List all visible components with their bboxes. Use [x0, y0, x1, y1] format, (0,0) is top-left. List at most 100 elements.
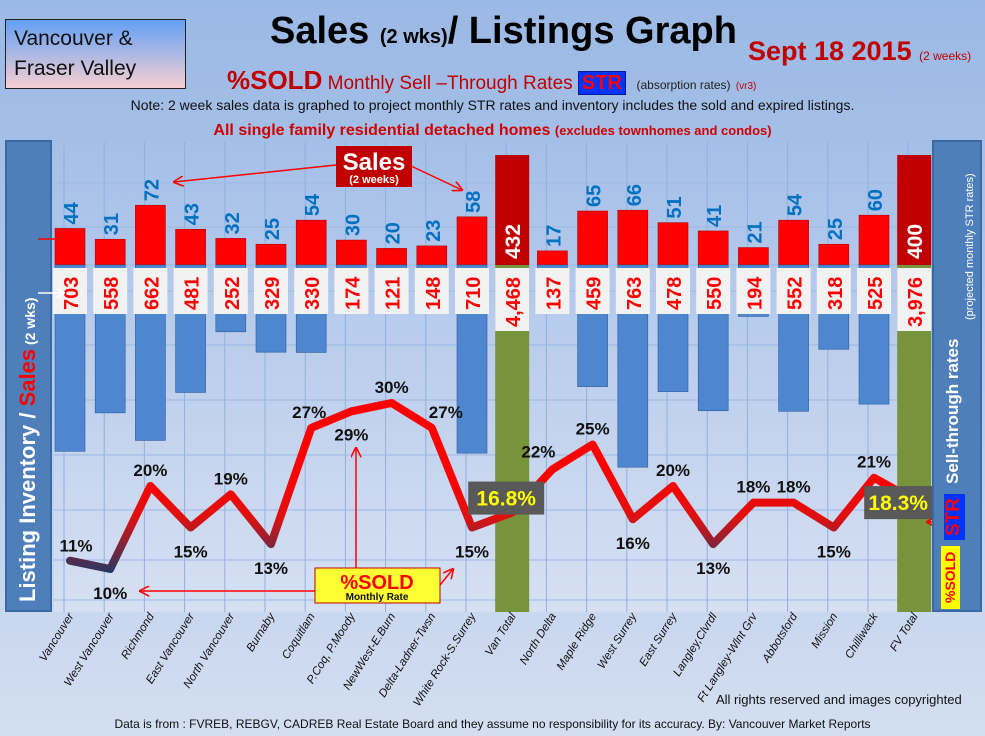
- sales-bar: [456, 216, 488, 266]
- str-line-path: [66, 399, 919, 573]
- inventory-label-box: [334, 268, 369, 314]
- sales-label: 25: [262, 218, 284, 240]
- str-total-label: 18.3%: [868, 492, 928, 515]
- str-label: 13%: [254, 559, 288, 578]
- inventory-label-box: [173, 268, 208, 314]
- sales-bar-total: [495, 155, 530, 265]
- inventory-label-box: [133, 268, 168, 314]
- subtitle: %SOLD Monthly Sell –Through Rates STR (a…: [227, 66, 756, 95]
- str-label: 29%: [334, 425, 368, 444]
- subtitle-str: STR: [577, 71, 626, 95]
- sales-annotation-sub: (2 weeks): [349, 174, 399, 186]
- sold-annotation-box: [314, 567, 441, 604]
- date-note: (2 weeks): [919, 49, 972, 63]
- sales-label: 51: [664, 196, 686, 218]
- x-axis-label: Mission: [810, 611, 841, 650]
- sales-label: 65: [584, 185, 606, 207]
- inventory-label-box: [414, 268, 449, 314]
- sales-label: 23: [423, 220, 445, 242]
- title-small: (2 wks): [379, 26, 448, 48]
- sold-arrow-right: [439, 569, 453, 586]
- sales-label: 25: [825, 218, 847, 240]
- right-axis-note: (projected monthly STR rates): [964, 173, 976, 320]
- inventory-label: 318: [825, 277, 847, 310]
- sales-annotation-title: Sales: [343, 149, 406, 176]
- sales-label: 72: [141, 179, 163, 201]
- sales-bar-total: [897, 155, 932, 265]
- inventory-label-box: [656, 268, 690, 314]
- inventory-label-box: [374, 268, 409, 314]
- sales-label: 58: [463, 191, 485, 213]
- right-axis-str: STR: [943, 494, 965, 540]
- sales-label: 30: [342, 214, 364, 236]
- sales-label: 432: [502, 224, 525, 259]
- x-axis-label: Chilliwack: [843, 610, 881, 661]
- str-line: [66, 399, 919, 573]
- str-total-label: 16.8%: [476, 488, 536, 511]
- left-axis-arrows: [38, 230, 66, 300]
- sales-label: 44: [61, 201, 83, 224]
- inventory-label: 329: [262, 277, 284, 310]
- homes-main: All single family residential detached h…: [213, 122, 551, 139]
- inventory-label: 478: [664, 277, 686, 310]
- x-axis-label: Langley,Clvrdl: [671, 611, 720, 679]
- subtitle-rates: Monthly Sell –Through Rates: [327, 73, 573, 94]
- inventory-label-box: [776, 268, 811, 314]
- inventory-label: 703: [61, 277, 83, 310]
- inventory-label-box: [736, 268, 771, 314]
- sold-annotation: %SOLD Monthly Rate: [140, 448, 453, 604]
- inventory-label-box: [455, 268, 489, 314]
- sales-bar: [818, 243, 850, 266]
- sales-label: 41: [704, 205, 726, 227]
- sold-annotation-title: %SOLD: [340, 572, 413, 594]
- str-label: 27%: [429, 403, 463, 422]
- sales-label: 32: [222, 212, 244, 234]
- sales-arrow-right: [410, 165, 462, 190]
- sales-label: 43: [182, 203, 204, 225]
- chart-title: Sales (2 wks)/ Listings Graph: [270, 12, 737, 50]
- inventory-label: 550: [704, 277, 726, 310]
- note-text: Note: 2 week sales data is graphed to pr…: [130, 97, 855, 113]
- x-axis-label: Burnaby: [245, 610, 279, 654]
- x-axis-label: West Surrey: [596, 610, 640, 671]
- inventory-label-box: [696, 268, 731, 314]
- str-label: 20%: [656, 461, 690, 480]
- source-text: Data is from : FVREB, REBGV, CADREB Real…: [114, 717, 871, 731]
- x-axis-label: Van Total: [483, 611, 519, 658]
- inventory-label: 121: [383, 277, 405, 310]
- inventory-label-box: [93, 268, 128, 314]
- inventory-label-box: [535, 268, 570, 314]
- region-label: Vancouver & Fraser Valley: [5, 19, 186, 89]
- subtitle-version: (vr3): [735, 81, 757, 92]
- sales-label: 400: [904, 224, 927, 259]
- str-label: 10%: [93, 584, 127, 603]
- str-label: 18%: [777, 478, 811, 497]
- left-axis-sales: Sales: [15, 348, 40, 407]
- subtitle-sold: %SOLD: [227, 65, 323, 95]
- sales-label: 20: [383, 222, 405, 244]
- str-label: 15%: [455, 543, 489, 562]
- sales-bar: [738, 247, 769, 266]
- inventory-label: 552: [785, 277, 807, 310]
- sales-bar: [537, 250, 568, 266]
- region-line-2: Fraser Valley: [14, 57, 137, 80]
- sales-bar: [135, 204, 166, 266]
- str-label: 11%: [59, 537, 92, 556]
- sales-label: 31: [101, 213, 123, 235]
- left-axis-panel: Listing Inventory / Sales (2 wks): [5, 140, 52, 612]
- sales-bar: [858, 214, 890, 266]
- sales-bar: [255, 243, 287, 266]
- sales-bar: [336, 239, 367, 266]
- x-axis-label: Abbotsford: [760, 611, 801, 666]
- inventory-label-box: [857, 268, 891, 314]
- str-label: 15%: [174, 543, 208, 562]
- title-rest: / Listings Graph: [447, 10, 737, 52]
- x-axis-label: East Surrey: [638, 610, 681, 668]
- inventory-label-box: [816, 268, 851, 314]
- sales-bar: [376, 248, 407, 266]
- inventory-label-box: [213, 268, 248, 314]
- sales-bar: [94, 238, 126, 266]
- inventory-label: 4,468: [503, 277, 525, 327]
- str-label: 19%: [214, 469, 248, 488]
